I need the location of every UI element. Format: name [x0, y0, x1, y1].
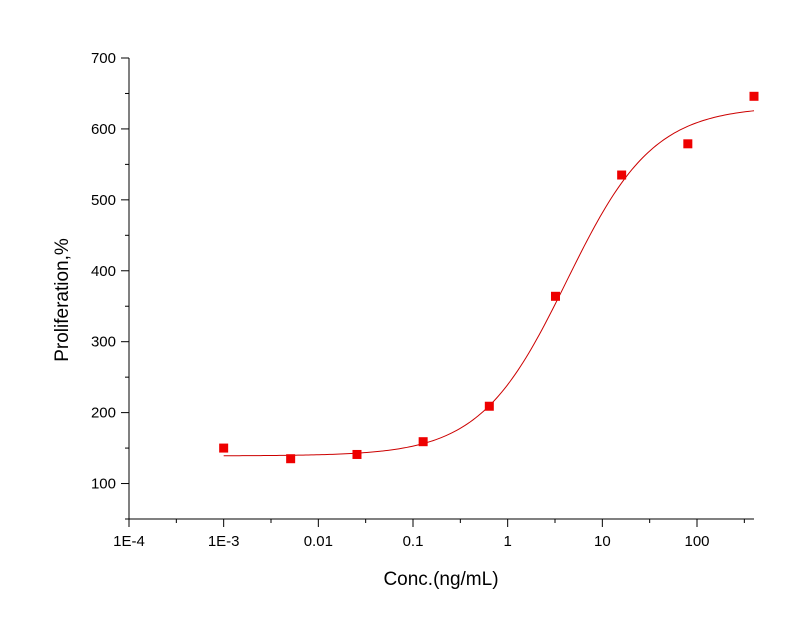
data-point: [683, 139, 693, 149]
data-point: [352, 449, 362, 459]
y-tick-label: 200: [91, 405, 116, 422]
x-tick-label: 0.1: [403, 533, 424, 550]
y-tick-label: 500: [91, 192, 116, 209]
x-tick-label: 100: [684, 533, 709, 550]
data-point: [550, 291, 560, 301]
x-tick-label: 0.01: [304, 533, 333, 550]
data-point: [418, 437, 428, 447]
x-tick-label: 1E-4: [113, 533, 145, 550]
x-axis-ticks: 1E-4 1E-3 0.01 0.1 1 10 100: [113, 519, 745, 550]
y-tick-label: 400: [91, 263, 116, 280]
y-tick-label: 700: [91, 50, 116, 67]
y-axis-ticks: 100 200 300 400 500 600 700: [91, 50, 129, 520]
data-point: [617, 170, 627, 180]
y-tick-label: 300: [91, 334, 116, 351]
data-point: [286, 454, 296, 464]
data-point: [484, 401, 494, 411]
y-tick-label: 100: [91, 476, 116, 493]
y-axis-title: Proliferation,%: [52, 238, 73, 362]
x-tick-label: 10: [594, 533, 611, 550]
data-point: [749, 91, 759, 101]
y-tick-label: 600: [91, 121, 116, 138]
x-tick-label: 1: [503, 533, 511, 550]
data-points: [219, 91, 759, 464]
x-tick-label: 1E-3: [208, 533, 240, 550]
x-axis-title: Conc.(ng/mL): [383, 569, 498, 590]
data-point: [219, 443, 229, 453]
